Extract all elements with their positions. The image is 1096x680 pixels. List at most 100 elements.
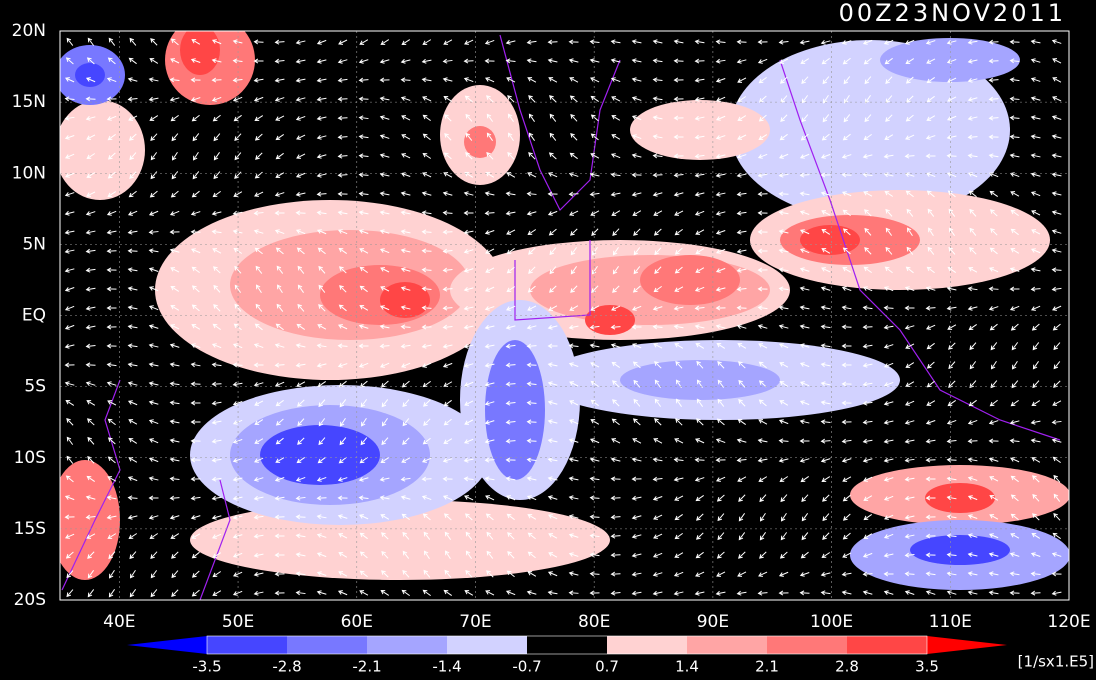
wind-arrow xyxy=(988,457,999,462)
wind-arrow xyxy=(87,551,95,559)
wind-arrow xyxy=(590,133,599,141)
wind-arrow xyxy=(379,96,390,102)
wind-arrow xyxy=(547,324,558,330)
wind-arrow xyxy=(85,229,96,235)
wind-arrow xyxy=(442,286,453,292)
colorbar-box xyxy=(527,636,607,654)
wind-arrow xyxy=(610,58,621,64)
wind-arrow xyxy=(275,152,284,160)
wind-arrow xyxy=(568,191,579,197)
wind-arrow xyxy=(946,305,957,311)
wind-arrow xyxy=(463,191,474,197)
wind-arrow xyxy=(632,361,641,369)
wind-arrow xyxy=(612,266,619,275)
wind-arrow xyxy=(85,495,96,501)
wind-arrow xyxy=(568,58,579,64)
wind-arrow xyxy=(358,495,369,501)
wind-arrow xyxy=(988,172,999,178)
wind-arrow xyxy=(171,589,179,597)
wind-arrow xyxy=(380,286,390,292)
colorbar-frame xyxy=(206,635,928,655)
wind-arrow xyxy=(169,495,180,501)
colorbar-label: -2.8 xyxy=(272,658,301,676)
wind-arrow xyxy=(316,476,327,482)
wind-arrow xyxy=(757,267,768,273)
wind-arrow xyxy=(1030,286,1041,292)
wind-arrow xyxy=(757,438,768,444)
wind-arrow xyxy=(402,550,410,559)
wind-arrow xyxy=(738,379,746,388)
colorbar-label: -3.5 xyxy=(192,658,221,676)
wind-arrow xyxy=(715,248,726,254)
wind-arrow xyxy=(673,590,684,596)
wind-arrow xyxy=(64,153,75,159)
wind-arrow xyxy=(442,191,453,197)
wind-arrow xyxy=(129,37,137,46)
wind-arrow xyxy=(926,58,936,64)
wind-arrow xyxy=(612,380,620,388)
wind-arrow xyxy=(484,401,495,406)
wind-arrow xyxy=(464,39,474,45)
wind-arrow xyxy=(316,229,327,235)
wind-arrow xyxy=(988,571,999,577)
wind-arrow xyxy=(400,305,411,311)
wind-arrow xyxy=(1030,58,1041,63)
wind-arrow xyxy=(465,550,472,559)
wind-arrow xyxy=(443,399,452,407)
wind-arrow xyxy=(633,266,641,275)
wind-arrow xyxy=(611,438,621,444)
wind-arrow xyxy=(211,438,222,444)
wind-arrow xyxy=(547,343,558,349)
wind-arrow xyxy=(841,286,852,292)
wind-arrow xyxy=(925,135,936,140)
wind-arrow xyxy=(673,115,684,121)
wind-arrow xyxy=(85,514,96,520)
wind-arrow xyxy=(568,39,579,45)
wind-arrow xyxy=(757,457,768,463)
wind-arrow xyxy=(568,419,579,425)
wind-arrow xyxy=(129,171,137,179)
wind-arrow xyxy=(736,248,747,254)
wind-arrow xyxy=(338,247,348,254)
wind-arrow xyxy=(484,324,495,330)
wind-arrow xyxy=(967,134,978,140)
wind-arrow xyxy=(632,438,642,444)
wind-arrow xyxy=(316,172,327,178)
wind-arrow xyxy=(526,438,537,444)
wind-arrow xyxy=(528,247,536,255)
wind-arrow xyxy=(674,247,683,255)
wind-arrow xyxy=(442,58,453,64)
wind-arrow xyxy=(423,569,431,578)
wind-arrow xyxy=(548,533,558,539)
wind-arrow xyxy=(631,96,642,101)
wind-arrow xyxy=(842,209,851,217)
wind-arrow xyxy=(86,400,96,406)
wind-arrow xyxy=(547,172,558,178)
wind-arrow xyxy=(631,514,642,520)
wind-arrow xyxy=(297,437,305,445)
wind-arrow xyxy=(86,475,95,482)
wind-arrow xyxy=(758,380,767,388)
wind-arrow xyxy=(128,133,137,141)
wind-arrow xyxy=(758,419,768,425)
wind-arrow xyxy=(716,343,726,349)
wind-arrow xyxy=(654,361,662,369)
wind-arrow xyxy=(673,96,684,102)
wind-arrow xyxy=(863,266,872,274)
wind-arrow xyxy=(127,381,138,387)
wind-arrow xyxy=(484,343,495,349)
x-tick-label: 80E xyxy=(578,612,610,632)
wind-arrow xyxy=(611,96,621,102)
wind-arrow xyxy=(589,476,600,482)
wind-arrow xyxy=(400,343,411,349)
wind-arrow xyxy=(780,494,788,503)
axis-labels: 40E 50E 60E 70E 80E 90E 100E 110E 120E 20N 15N 10N 5… xyxy=(12,21,1091,632)
wind-arrow xyxy=(150,152,158,161)
wind-arrow xyxy=(317,324,327,330)
wind-arrow xyxy=(653,533,663,539)
wind-arrow xyxy=(318,265,326,274)
wind-arrow xyxy=(967,172,978,178)
wind-arrow xyxy=(1032,342,1040,351)
wind-arrow xyxy=(106,286,117,292)
wind-arrow xyxy=(338,571,348,577)
